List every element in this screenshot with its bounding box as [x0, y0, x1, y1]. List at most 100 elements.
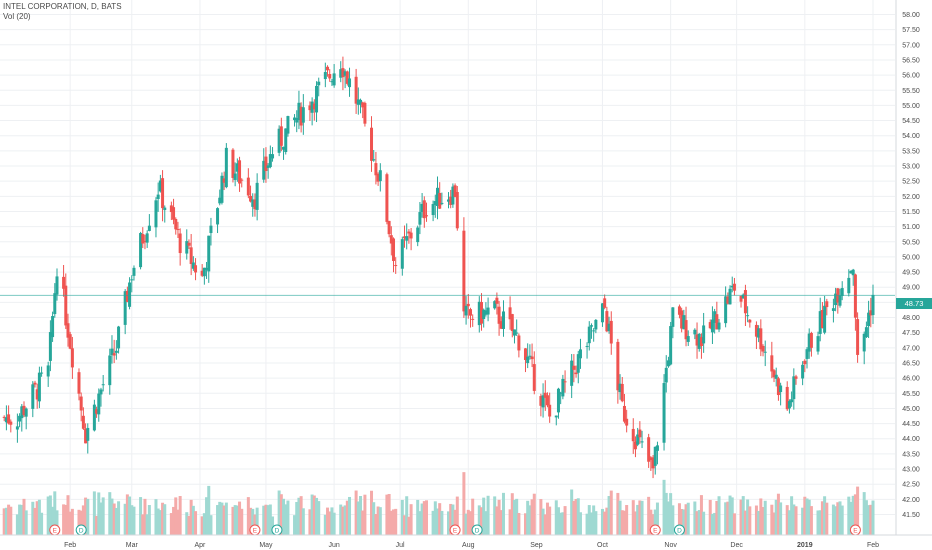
volume-bar	[376, 506, 380, 535]
time-axis: Feb Mar Apr May Jun Jul Aug Sep Oct Nov Dec 2019 Feb	[0, 534, 932, 549]
candle-body	[468, 309, 472, 316]
candle-body	[728, 288, 732, 305]
price-tick-label: 58.00	[902, 12, 920, 19]
volume-bar	[607, 496, 611, 535]
volume-bar	[730, 497, 734, 535]
candle-body	[578, 349, 582, 359]
volume-bar	[640, 500, 644, 535]
volume-bar	[35, 501, 39, 535]
volume-bar	[293, 515, 297, 535]
candle-body	[297, 102, 301, 121]
candle-body	[695, 334, 699, 346]
candle-body	[732, 283, 736, 291]
volume-bar	[9, 506, 13, 535]
volume-bar	[576, 498, 580, 535]
volume-bar	[117, 501, 121, 535]
candle-body	[176, 229, 180, 231]
time-tick-label: 2019	[797, 542, 813, 549]
volume-bar	[282, 498, 286, 535]
volume-bar	[431, 510, 435, 535]
volume-bar	[847, 496, 851, 535]
candle-body	[787, 401, 791, 409]
volume-bar	[202, 513, 206, 535]
candle-body	[867, 312, 871, 327]
candle-body	[508, 307, 512, 320]
volume-bar	[616, 492, 620, 535]
volume-bar	[836, 502, 840, 535]
volume-bar	[446, 511, 450, 535]
volume-bar	[284, 504, 288, 535]
volume-bar	[482, 497, 486, 535]
time-tick-label: Apr	[195, 542, 207, 549]
candle-body	[216, 208, 220, 225]
volume-bar	[682, 509, 686, 535]
volume-bar	[695, 511, 699, 535]
volume-bar	[220, 502, 224, 535]
candle-body	[15, 426, 19, 430]
volume-bar	[317, 501, 321, 535]
candle-body	[849, 270, 853, 274]
volume-bar	[757, 510, 761, 535]
volume-bar	[200, 516, 204, 535]
volume-bar	[240, 508, 244, 535]
volume-bar	[717, 496, 721, 535]
candle-body	[70, 348, 74, 368]
volume-bar	[728, 495, 732, 535]
candle-body	[770, 355, 774, 372]
volume-bar	[748, 506, 752, 535]
candle-body	[2, 416, 6, 418]
candle-body	[97, 393, 101, 415]
candle-body	[440, 202, 444, 204]
volume-bar	[455, 496, 459, 535]
candle-body	[389, 235, 393, 244]
candle-body	[130, 279, 134, 281]
candle-body	[818, 311, 822, 334]
volume-bar	[563, 506, 567, 535]
candle-body	[233, 173, 237, 180]
volume-bar	[81, 505, 85, 535]
volume-bar	[422, 501, 426, 535]
volume-bar	[594, 511, 598, 535]
volume-bar	[31, 501, 35, 535]
candle-body	[436, 187, 439, 206]
price-tick-label: 46.00	[902, 376, 920, 383]
candle-body	[218, 197, 222, 204]
candle-body	[246, 177, 250, 196]
volume-bar	[433, 501, 437, 535]
candle-body	[81, 415, 85, 429]
volume-bar	[772, 512, 776, 535]
candle-body	[479, 302, 483, 324]
candle-body	[572, 365, 576, 370]
volume-bar	[418, 511, 422, 535]
candle-body	[143, 240, 147, 242]
volume-bars	[2, 472, 875, 535]
volume-bar	[761, 506, 765, 535]
candle-body	[407, 231, 411, 234]
candle-body	[156, 194, 160, 199]
volume-bar	[770, 504, 774, 535]
candle-body	[622, 405, 626, 422]
volume-bar	[633, 511, 637, 535]
candle-body	[178, 233, 182, 254]
price-tick-label: 50.50	[902, 239, 920, 246]
volume-bar	[759, 498, 763, 535]
candle-body	[655, 445, 659, 451]
candle-body	[185, 241, 189, 254]
candle-body	[64, 285, 68, 326]
price-tick-label: 49.50	[902, 270, 920, 277]
candle-body	[455, 192, 459, 229]
candle-body	[99, 389, 103, 395]
candle-body	[834, 293, 838, 306]
volume-bar	[224, 502, 228, 535]
candle-body	[653, 446, 657, 466]
volume-bar	[662, 479, 666, 535]
candle-body	[345, 71, 349, 84]
candle-body	[147, 225, 151, 231]
candle-body	[191, 262, 195, 269]
candle-body	[189, 247, 193, 264]
candle-body	[763, 351, 767, 353]
volume-bar	[191, 505, 195, 535]
volume-bar	[271, 516, 275, 535]
volume-bar	[114, 507, 118, 535]
volume-bar	[22, 498, 26, 535]
